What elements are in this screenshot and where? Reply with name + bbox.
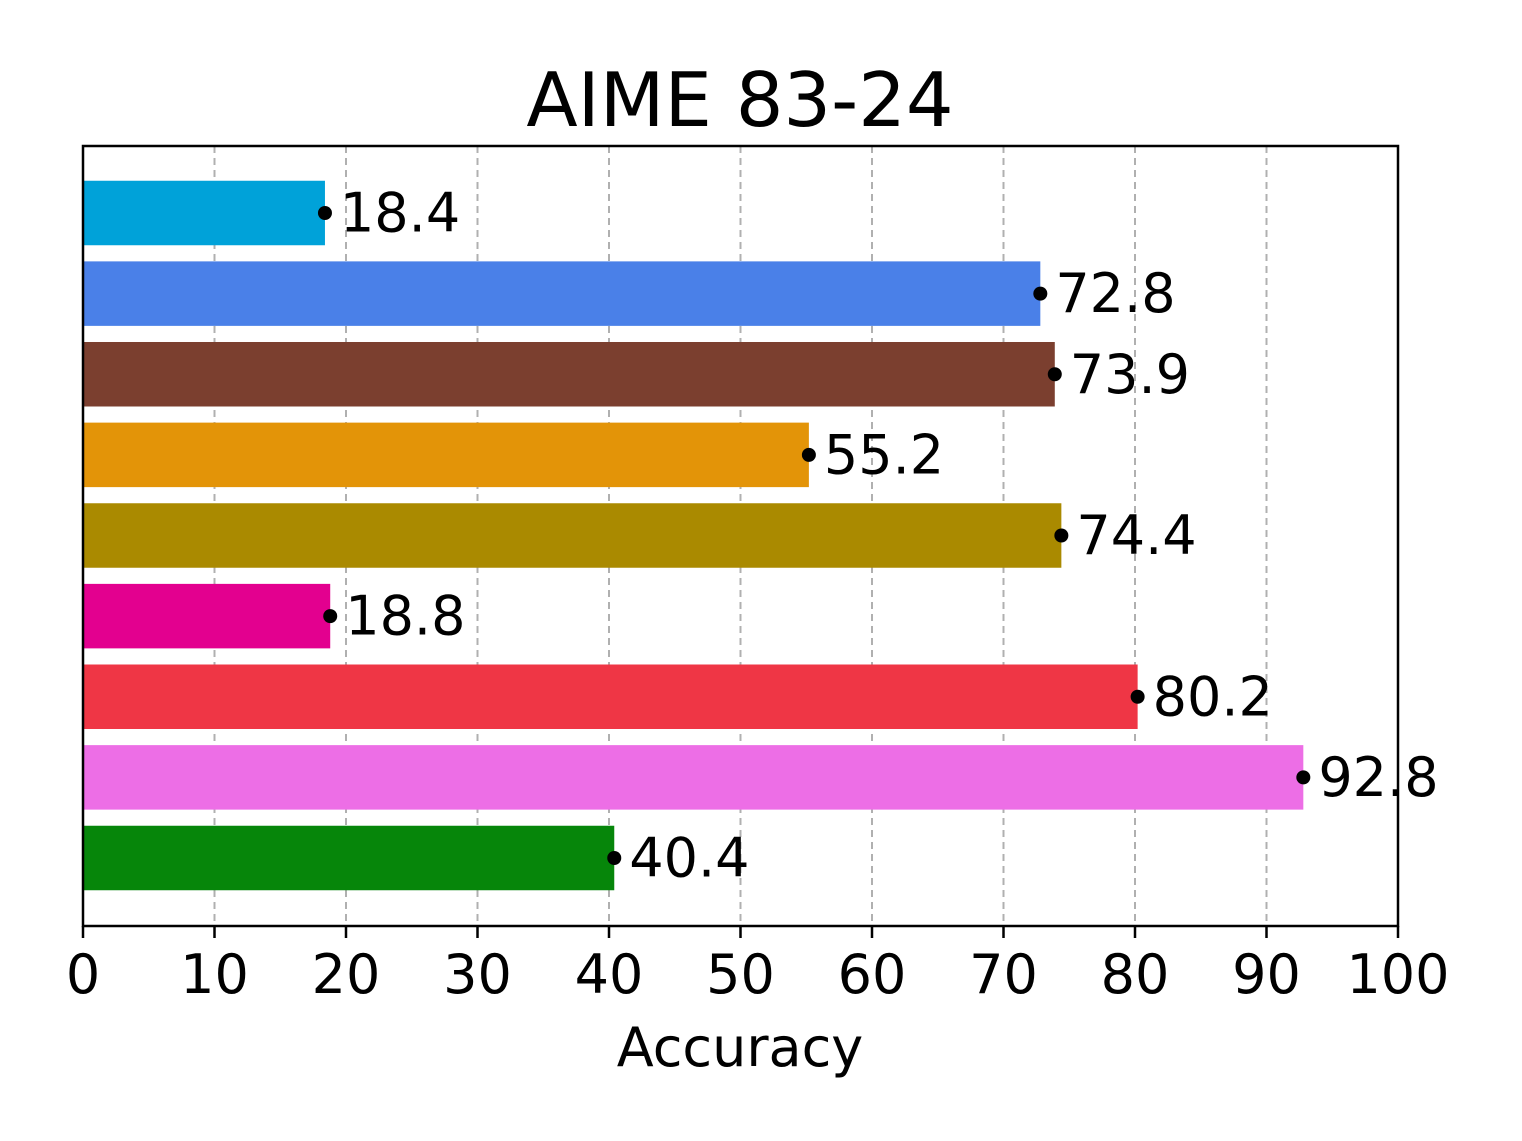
bar-end-dot-8: [607, 851, 622, 865]
x-axis-ticks: 0 10 20 30 40 50 60 70 80 90 100: [66, 926, 1450, 1006]
bar-end-dot-4: [1054, 528, 1069, 543]
bars: [83, 180, 1304, 891]
value-label-1: 72.8: [1055, 262, 1175, 325]
x-tick-label-6: 60: [838, 943, 907, 1006]
x-tick-label-2: 20: [312, 943, 381, 1006]
bar-end-dot-1: [1033, 286, 1048, 301]
bar-0: [83, 180, 325, 246]
bar-3: [83, 422, 809, 488]
value-label-0: 18.4: [340, 182, 460, 245]
value-label-4: 74.4: [1076, 504, 1196, 567]
value-label-3: 55.2: [824, 423, 944, 486]
bar-end-markers: [317, 206, 1311, 865]
bar-8: [83, 825, 615, 891]
bar-6: [83, 664, 1138, 729]
x-tick-label-10: 100: [1346, 943, 1449, 1006]
x-tick-label-9: 90: [1232, 943, 1301, 1006]
x-axis-label: Accuracy: [617, 1016, 864, 1079]
bar-5: [83, 583, 331, 649]
bar-1: [83, 261, 1041, 326]
x-tick-label-7: 70: [969, 943, 1038, 1006]
bar-end-dot-0: [317, 206, 332, 220]
bar-end-dot-3: [801, 447, 816, 462]
chart-title: AIME 83-24: [526, 56, 953, 144]
x-tick-label-1: 10: [180, 943, 249, 1006]
x-tick-label-3: 30: [443, 943, 512, 1006]
bar-2: [83, 342, 1055, 407]
x-tick-label-4: 40: [575, 943, 644, 1006]
value-label-8: 40.4: [629, 827, 749, 890]
value-label-5: 18.8: [345, 585, 465, 648]
value-labels: 18.4 72.8 73.9 55.2 74.4 18.8 80.2 92.8 40.4: [340, 182, 1439, 890]
value-label-2: 73.9: [1070, 343, 1190, 406]
bar-end-dot-7: [1296, 770, 1311, 785]
x-tick-label-8: 80: [1101, 943, 1170, 1006]
bar-7: [83, 745, 1304, 810]
bar-end-dot-2: [1047, 367, 1062, 382]
bar-4: [83, 503, 1062, 568]
x-tick-label-0: 0: [66, 943, 100, 1006]
bar-end-dot-5: [323, 609, 338, 624]
value-label-6: 80.2: [1153, 665, 1273, 728]
bar-end-dot-6: [1130, 689, 1145, 704]
value-label-7: 92.8: [1318, 746, 1438, 809]
x-tick-label-5: 50: [706, 943, 775, 1006]
